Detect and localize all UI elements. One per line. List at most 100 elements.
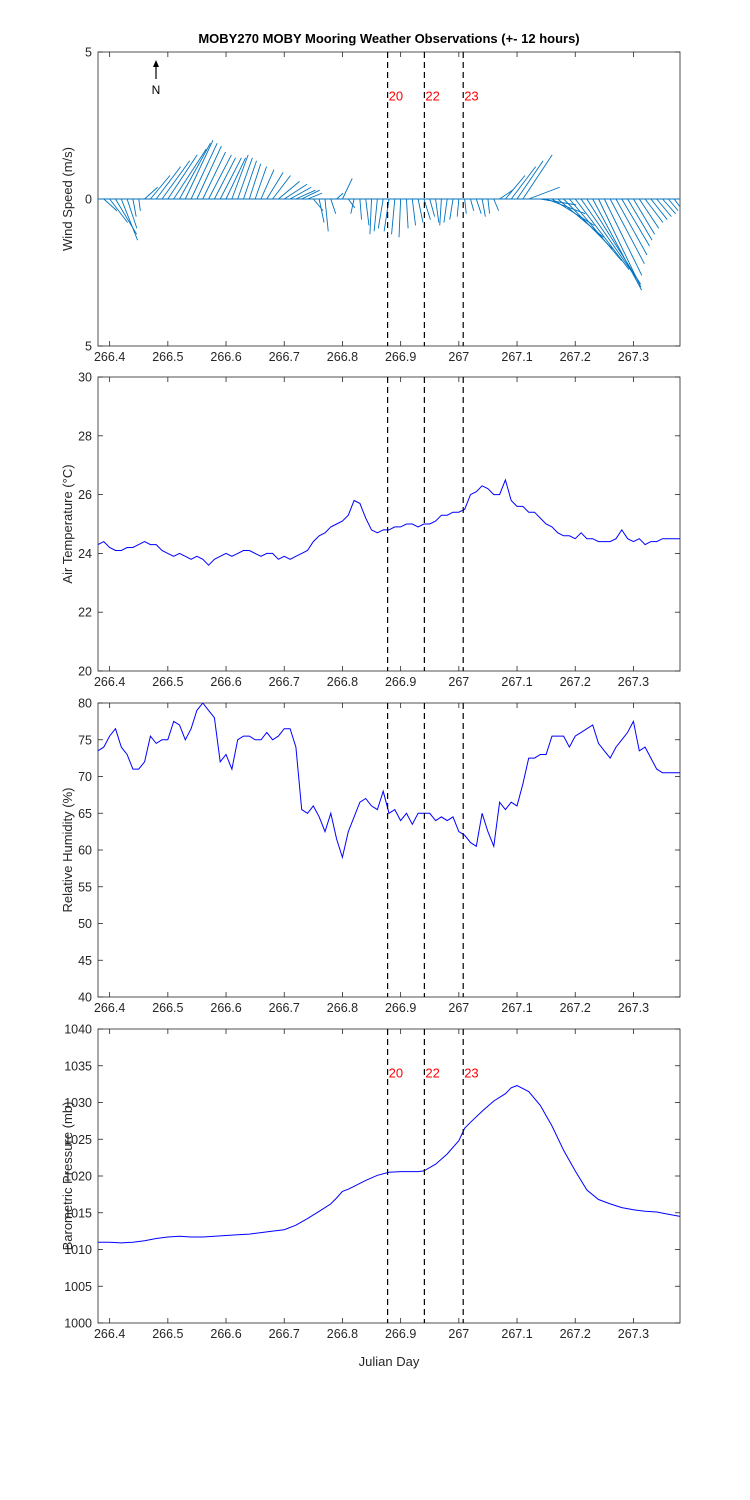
x-tick-label: 266.4 <box>94 675 125 689</box>
wind-vector <box>662 198 676 214</box>
x-tick-label: 267.2 <box>560 1327 591 1341</box>
wind-vector <box>449 198 454 220</box>
wind-vector <box>540 198 577 206</box>
wind-vector <box>580 198 637 279</box>
wind-vector <box>155 166 182 200</box>
y-tick-label: 1035 <box>64 1059 92 1073</box>
wind-vector <box>283 183 308 200</box>
wind-vector <box>307 192 323 200</box>
x-tick-label: 266.6 <box>210 1327 241 1341</box>
plot-air-temperature <box>98 377 680 671</box>
y-tick-label: 5 <box>85 340 92 354</box>
y-axis-label: Air Temperature (°C) <box>60 464 75 583</box>
wind-vector <box>190 142 218 200</box>
y-tick-label: 0 <box>85 193 92 207</box>
x-tick-label: 267.3 <box>618 1001 649 1015</box>
x-tick-label: 266.4 <box>94 1001 125 1015</box>
wind-vector <box>439 198 442 226</box>
north-arrow-icon <box>153 60 159 79</box>
wind-vector <box>644 198 664 223</box>
wind-vector <box>260 169 275 200</box>
wind-vector <box>213 157 236 200</box>
x-tick-label: 266.6 <box>210 675 241 689</box>
y-tick-label: 65 <box>78 807 92 821</box>
panel-wind: 266.4 266.5 266.6 266.7 266.8 266.9 267 267.1 26… <box>60 46 681 364</box>
wind-vector <box>487 198 491 214</box>
wind-vector <box>656 198 672 217</box>
north-label: N <box>152 83 161 97</box>
wind-vector <box>208 154 232 200</box>
wind-vector <box>456 198 460 217</box>
x-tick-label: 266.5 <box>152 350 183 364</box>
wind-vector <box>633 198 656 235</box>
x-tick-label: 266.8 <box>327 1327 358 1341</box>
x-tick-label: 266.8 <box>327 350 358 364</box>
relative-humidity-line <box>98 703 680 860</box>
wind-vector <box>369 198 372 235</box>
wind-vector <box>184 140 214 200</box>
wind-vector <box>464 198 467 214</box>
y-tick-label: 1030 <box>64 1096 92 1110</box>
wind-vector <box>109 198 128 223</box>
x-tick-label: 267.3 <box>618 350 649 364</box>
wind-vector <box>350 198 355 214</box>
y-tick-label: 55 <box>78 880 92 894</box>
plot-relative-humidity <box>98 703 680 997</box>
marker-label: 20 <box>389 1066 403 1081</box>
panel-air-temperature: 266.4 266.5 266.6 266.7 266.8 266.9 267 267.1 26… <box>60 371 681 689</box>
wind-vector <box>411 198 416 226</box>
wind-vector <box>196 145 222 200</box>
x-tick-label: 266.6 <box>210 1001 241 1015</box>
x-tick-label: 266.4 <box>94 1327 125 1341</box>
x-tick-label: 267.2 <box>560 350 591 364</box>
y-tick-label: 22 <box>78 606 92 620</box>
wind-vector <box>475 198 482 214</box>
wind-vector <box>417 198 424 223</box>
wind-vector <box>377 198 384 229</box>
y-tick-label: 1000 <box>64 1317 92 1331</box>
wind-vector <box>161 160 191 200</box>
wind-vector <box>243 160 257 200</box>
wind-vector <box>278 181 300 200</box>
barometric-pressure-line <box>98 1085 680 1244</box>
x-tick-label: 267.1 <box>501 1327 532 1341</box>
wind-vector <box>237 157 253 200</box>
wind-vector <box>103 198 118 212</box>
x-tick-label: 266.7 <box>269 1327 300 1341</box>
wind-vector <box>609 198 645 264</box>
x-tick-label: 267 <box>448 1327 469 1341</box>
air-temperature-line <box>98 478 680 566</box>
x-tick-label: 267.1 <box>501 675 532 689</box>
wind-vector <box>179 142 211 200</box>
wind-vector <box>638 198 660 229</box>
y-tick-label: 40 <box>78 991 92 1005</box>
wind-vector <box>138 198 141 211</box>
wind-vector <box>324 198 329 232</box>
wind-vector <box>423 198 431 220</box>
wind-vector <box>347 198 356 209</box>
y-tick-label: 5 <box>85 46 92 60</box>
plot-wind <box>98 52 680 346</box>
wind-vector <box>202 151 226 200</box>
wind-vector <box>295 189 316 200</box>
wind-vector <box>598 198 642 288</box>
wind-vector <box>120 198 138 241</box>
figure-title: MOBY270 MOBY Mooring Weather Observation… <box>198 31 579 46</box>
wind-vector <box>150 175 171 200</box>
y-axis-label: Wind Speed (m/s) <box>60 147 75 251</box>
x-tick-label: 266.8 <box>327 675 358 689</box>
x-tick-label: 266.8 <box>327 1001 358 1015</box>
marker-label: 23 <box>464 89 478 104</box>
wind-vector <box>545 198 586 215</box>
x-tick-label: 266.9 <box>385 675 416 689</box>
wind-vector <box>318 198 325 223</box>
wind-vector <box>248 163 262 200</box>
y-tick-label: 1020 <box>64 1170 92 1184</box>
x-tick-label: 266.7 <box>269 1001 300 1015</box>
x-tick-label: 266.6 <box>210 350 241 364</box>
wind-vector <box>301 189 320 200</box>
wind-vector <box>621 198 650 247</box>
x-tick-label: 266.9 <box>385 350 416 364</box>
wind-vector <box>627 198 653 241</box>
wind-vector <box>510 166 537 200</box>
